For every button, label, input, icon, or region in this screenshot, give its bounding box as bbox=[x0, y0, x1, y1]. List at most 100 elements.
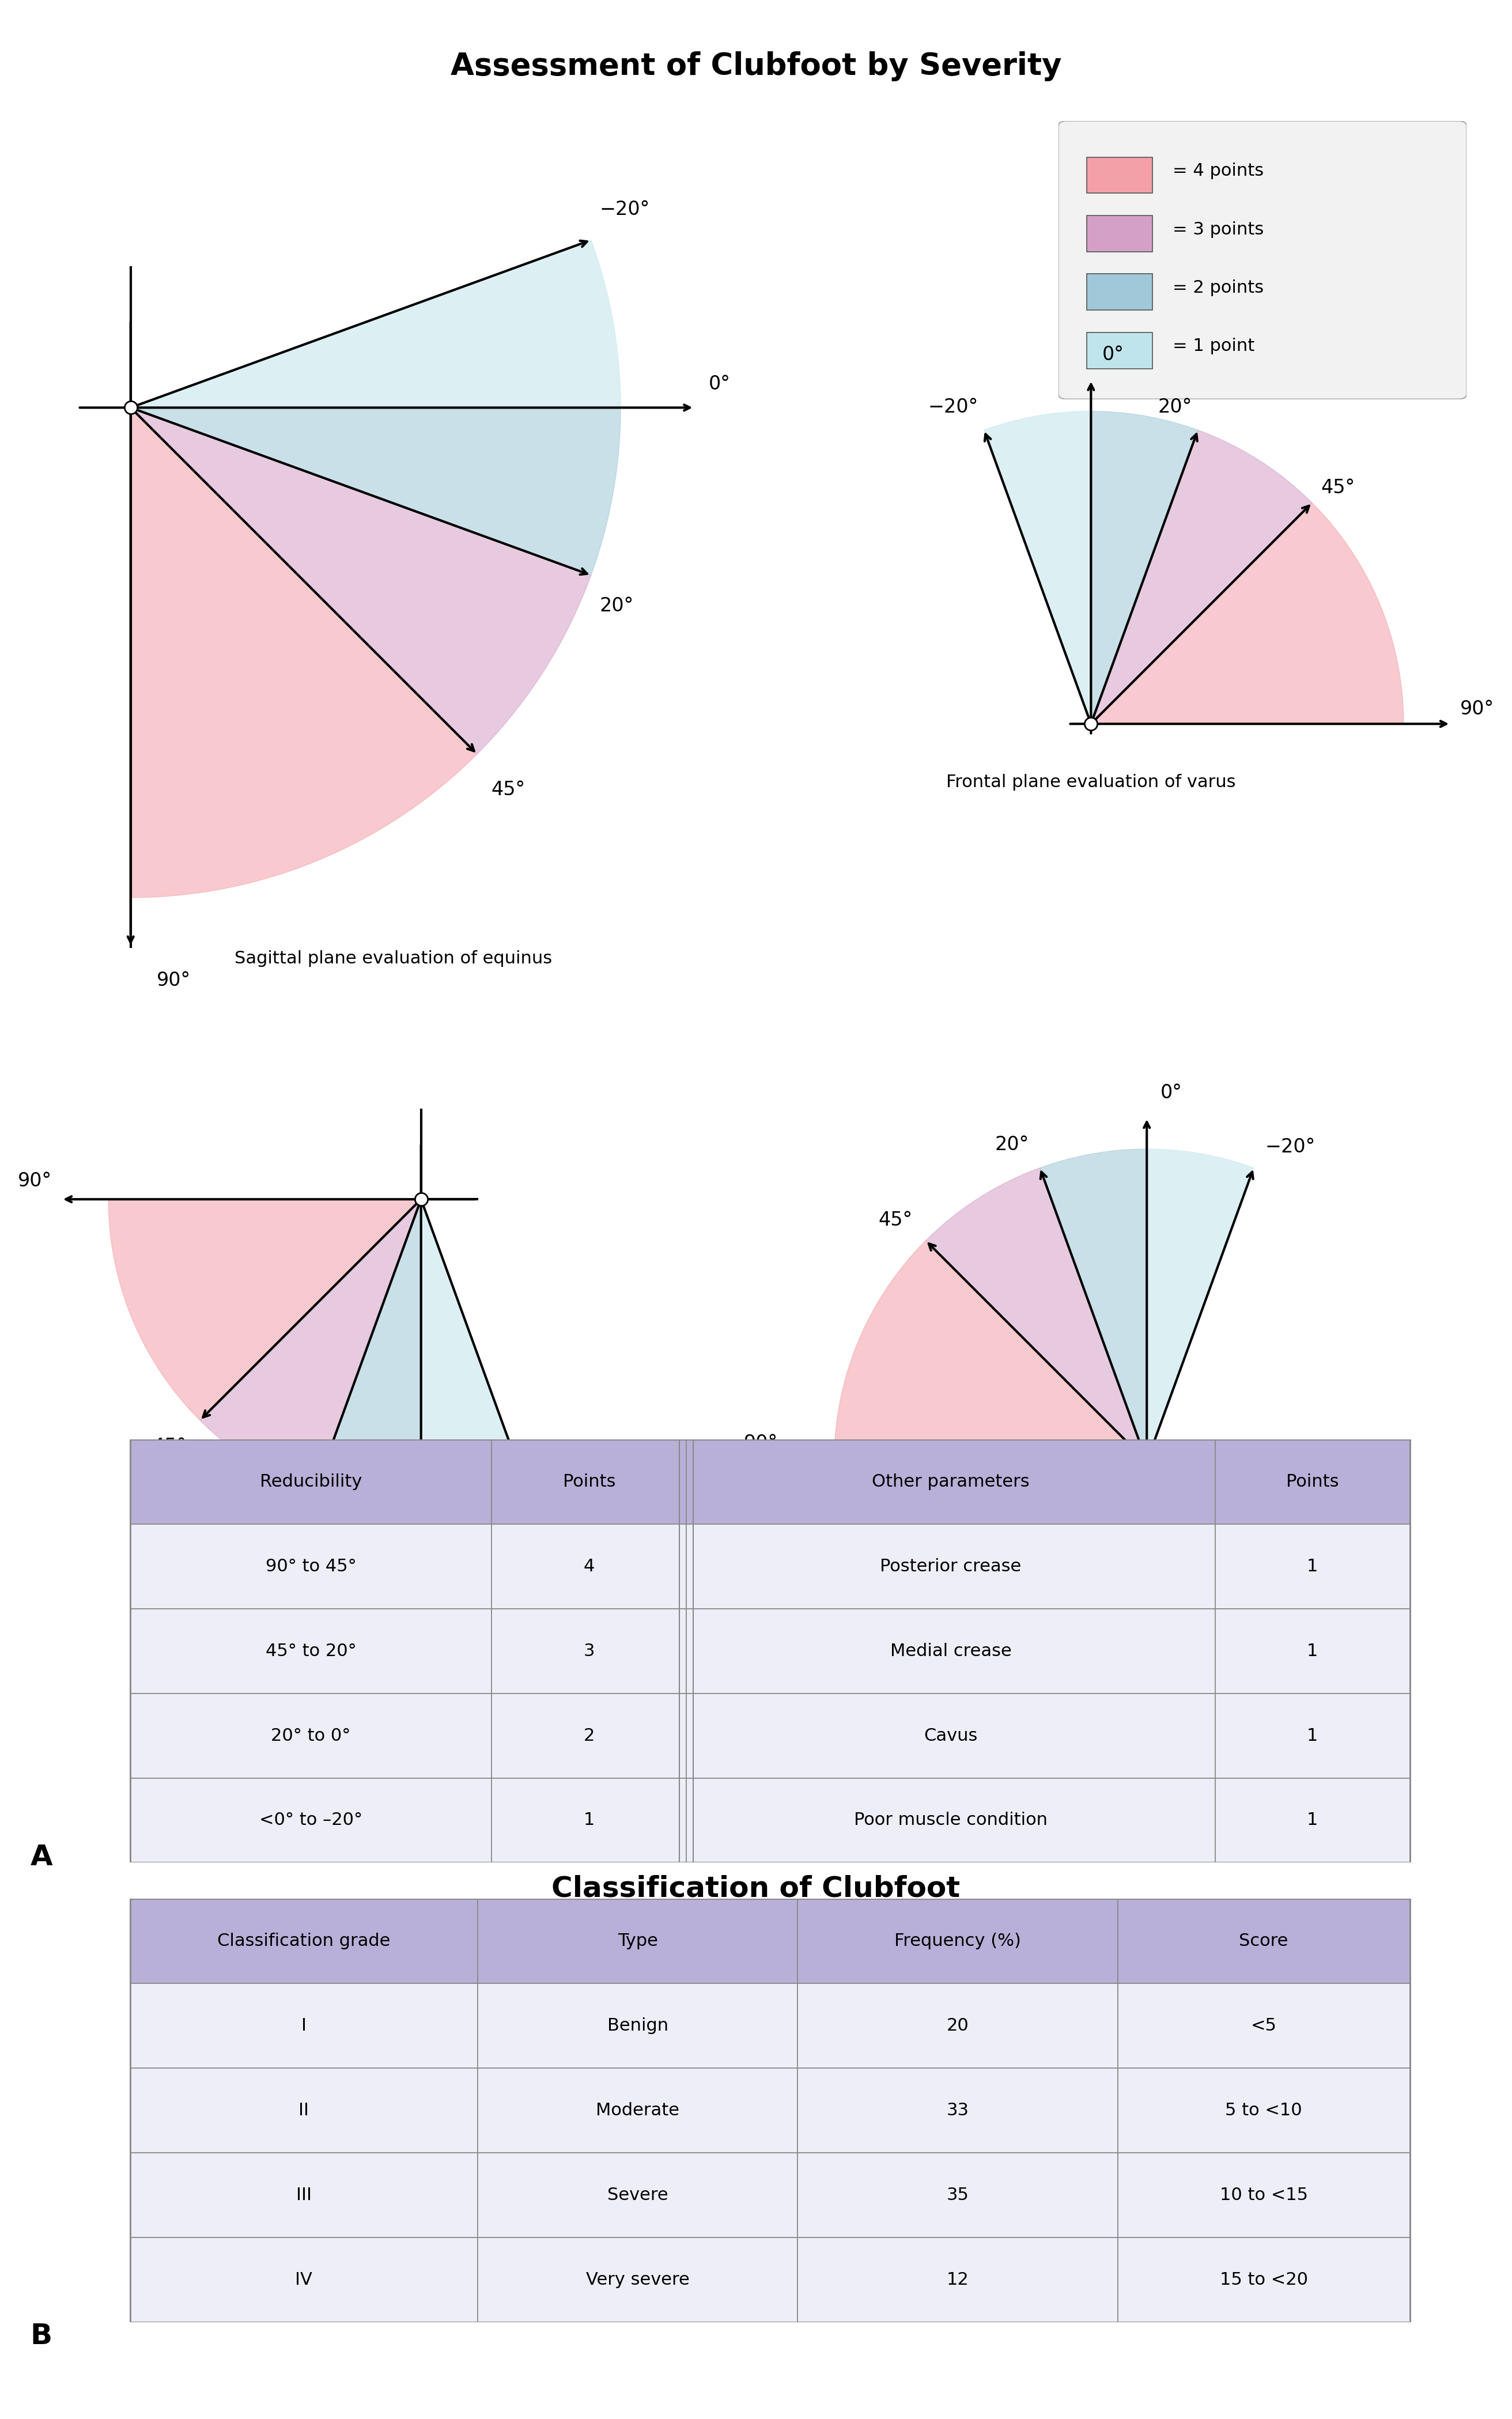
Polygon shape bbox=[984, 411, 1092, 723]
Bar bbox=[1117, 1899, 1409, 1984]
Text: = 2 points: = 2 points bbox=[1173, 281, 1264, 295]
Polygon shape bbox=[130, 409, 591, 755]
Text: 33: 33 bbox=[947, 2102, 969, 2119]
Bar bbox=[798, 1984, 1117, 2068]
Text: Horizontal plane evaluation of forefoot
relative to hindfoot: Horizontal plane evaluation of forefoot … bbox=[943, 1509, 1284, 1546]
Text: 0°: 0° bbox=[1102, 346, 1123, 365]
Bar bbox=[478, 2238, 798, 2322]
Bar bbox=[686, 1439, 1216, 1524]
Text: 45°: 45° bbox=[1321, 479, 1355, 498]
Bar bbox=[798, 1899, 1117, 1984]
Bar bbox=[686, 1778, 1216, 1863]
Bar bbox=[798, 2153, 1117, 2238]
Bar bbox=[1117, 2068, 1409, 2153]
Polygon shape bbox=[130, 409, 478, 897]
Bar bbox=[491, 1693, 686, 1778]
Bar bbox=[478, 1984, 798, 2068]
Text: Score: Score bbox=[1240, 1933, 1288, 1950]
Text: −20°: −20° bbox=[540, 1509, 590, 1529]
Bar bbox=[798, 2238, 1117, 2322]
Bar bbox=[686, 1693, 1216, 1778]
Text: IV: IV bbox=[295, 2271, 313, 2288]
Text: Poor muscle condition: Poor muscle condition bbox=[854, 1812, 1048, 1829]
Text: Frontal plane evaluation of varus: Frontal plane evaluation of varus bbox=[947, 774, 1235, 791]
Text: Frequency (%): Frequency (%) bbox=[895, 1933, 1021, 1950]
Polygon shape bbox=[1146, 1149, 1253, 1461]
Text: 20°: 20° bbox=[271, 1514, 305, 1531]
Bar bbox=[1216, 1609, 1409, 1693]
Bar bbox=[491, 1524, 686, 1609]
Text: 90°: 90° bbox=[18, 1171, 51, 1190]
Text: 4: 4 bbox=[584, 1558, 594, 1575]
Bar bbox=[1087, 273, 1152, 310]
Text: 90° to 45°: 90° to 45° bbox=[266, 1558, 357, 1575]
Polygon shape bbox=[420, 1200, 528, 1512]
Bar bbox=[1087, 331, 1152, 368]
Text: Horizontal plane evaluation of derotation
of the calcaneopedal block: Horizontal plane evaluation of derotatio… bbox=[207, 1541, 569, 1575]
Bar bbox=[1087, 215, 1152, 252]
Text: III: III bbox=[296, 2187, 311, 2204]
Text: <5: <5 bbox=[1250, 2017, 1276, 2034]
Polygon shape bbox=[314, 1200, 420, 1512]
Text: = 1 point: = 1 point bbox=[1173, 339, 1255, 356]
Text: 0°: 0° bbox=[1160, 1084, 1182, 1103]
Text: 35: 35 bbox=[947, 2187, 969, 2204]
Bar bbox=[491, 1439, 686, 1524]
Polygon shape bbox=[1092, 431, 1312, 723]
Bar bbox=[130, 1609, 491, 1693]
Text: <0° to –20°: <0° to –20° bbox=[259, 1812, 363, 1829]
Text: 3: 3 bbox=[584, 1643, 594, 1659]
Text: 1: 1 bbox=[1306, 1727, 1318, 1744]
Bar bbox=[130, 2153, 478, 2238]
Polygon shape bbox=[1092, 503, 1403, 723]
Bar bbox=[1117, 2238, 1409, 2322]
Bar bbox=[130, 1899, 478, 1984]
Text: 45°: 45° bbox=[491, 781, 525, 798]
Text: 1: 1 bbox=[1306, 1812, 1318, 1829]
Text: 20° to 0°: 20° to 0° bbox=[271, 1727, 351, 1744]
Text: = 4 points: = 4 points bbox=[1173, 162, 1264, 179]
Text: B: B bbox=[30, 2322, 53, 2349]
Polygon shape bbox=[130, 239, 620, 409]
Text: 90°: 90° bbox=[157, 970, 191, 989]
Text: 2: 2 bbox=[584, 1727, 594, 1744]
Text: Cavus: Cavus bbox=[924, 1727, 978, 1744]
Polygon shape bbox=[109, 1200, 420, 1420]
Text: 1: 1 bbox=[1306, 1643, 1318, 1659]
Text: Moderate: Moderate bbox=[596, 2102, 679, 2119]
Text: −20°: −20° bbox=[928, 397, 978, 416]
Text: Type: Type bbox=[617, 1933, 658, 1950]
Bar bbox=[686, 1609, 1216, 1693]
Text: Posterior crease: Posterior crease bbox=[880, 1558, 1022, 1575]
Text: 12: 12 bbox=[947, 2271, 969, 2288]
Polygon shape bbox=[200, 1200, 420, 1493]
Bar bbox=[1117, 2153, 1409, 2238]
Text: 20: 20 bbox=[947, 2017, 969, 2034]
Bar bbox=[1117, 1984, 1409, 2068]
Text: 45°: 45° bbox=[153, 1437, 186, 1456]
Bar bbox=[1216, 1439, 1409, 1524]
Bar bbox=[130, 1524, 491, 1609]
Bar bbox=[686, 1524, 1216, 1609]
Text: Classification of Clubfoot: Classification of Clubfoot bbox=[552, 1875, 960, 1901]
Text: Medial crease: Medial crease bbox=[891, 1643, 1012, 1659]
Polygon shape bbox=[1092, 411, 1198, 723]
Text: 90°: 90° bbox=[744, 1434, 777, 1454]
Text: Assessment of Clubfoot by Severity: Assessment of Clubfoot by Severity bbox=[451, 51, 1061, 82]
Text: 5 to <10: 5 to <10 bbox=[1225, 2102, 1302, 2119]
Bar bbox=[798, 2068, 1117, 2153]
Text: −20°: −20° bbox=[600, 201, 650, 220]
Bar bbox=[478, 1899, 798, 1984]
Text: Points: Points bbox=[1287, 1473, 1338, 1490]
Text: 1: 1 bbox=[584, 1812, 594, 1829]
Text: 45°: 45° bbox=[878, 1210, 912, 1229]
Bar bbox=[130, 2068, 478, 2153]
Bar bbox=[130, 1984, 478, 2068]
Text: 0°: 0° bbox=[422, 1558, 443, 1577]
Bar bbox=[130, 2238, 478, 2322]
Text: 20°: 20° bbox=[600, 595, 634, 614]
Text: 20°: 20° bbox=[995, 1135, 1028, 1154]
Text: Sagittal plane evaluation of equinus: Sagittal plane evaluation of equinus bbox=[234, 951, 552, 968]
Text: = 3 points: = 3 points bbox=[1173, 220, 1264, 237]
Bar bbox=[1087, 157, 1152, 194]
